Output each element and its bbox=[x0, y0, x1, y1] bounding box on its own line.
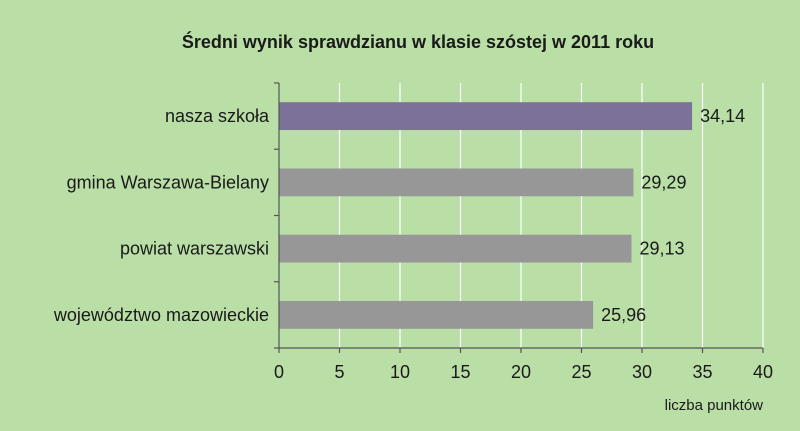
x-tick-label: 5 bbox=[334, 362, 344, 382]
bar bbox=[279, 300, 594, 329]
bars bbox=[279, 102, 693, 329]
data-label: 29,13 bbox=[639, 239, 684, 259]
value-labels: 34,14 29,29 29,13 25,96 bbox=[601, 106, 745, 325]
x-tick-label: 40 bbox=[753, 362, 773, 382]
x-tick-label: 10 bbox=[390, 362, 410, 382]
x-tick-label: 15 bbox=[450, 362, 470, 382]
x-tick-label: 30 bbox=[632, 362, 652, 382]
data-label: 25,96 bbox=[601, 305, 646, 325]
x-tick-label: 20 bbox=[511, 362, 531, 382]
x-tick-label: 35 bbox=[692, 362, 712, 382]
x-axis-title: liczba punktów bbox=[665, 397, 764, 414]
data-label: 29,29 bbox=[641, 172, 686, 192]
x-tick-label: 0 bbox=[274, 362, 284, 382]
tick-labels: 0 5 10 15 20 25 30 35 40 bbox=[274, 362, 773, 382]
category-label: nasza szkoła bbox=[165, 106, 270, 126]
bar bbox=[279, 234, 632, 263]
x-tick-label: 25 bbox=[571, 362, 591, 382]
category-label: gmina Warszawa-Bielany bbox=[67, 172, 269, 192]
bar bbox=[279, 168, 634, 197]
category-label: powiat warszawski bbox=[120, 239, 269, 259]
data-label: 34,14 bbox=[700, 106, 745, 126]
chart-title: Średni wynik sprawdzianu w klasie szóste… bbox=[182, 31, 654, 52]
bar bbox=[279, 102, 693, 131]
category-label: województwo mazowieckie bbox=[53, 305, 269, 325]
category-labels: nasza szkoła gmina Warszawa-Bielany powiat… bbox=[53, 106, 270, 325]
axes bbox=[274, 82, 764, 353]
